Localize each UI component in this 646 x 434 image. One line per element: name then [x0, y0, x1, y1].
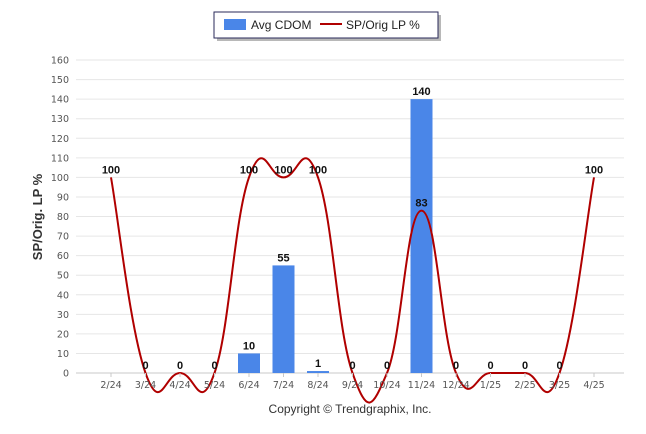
line-value-label: 100: [309, 164, 327, 176]
x-tick-label: 2/24: [100, 380, 121, 391]
y-tick-label: 10: [57, 349, 69, 360]
y-tick-label: 150: [51, 75, 69, 86]
y-tick-label: 70: [57, 232, 69, 243]
x-tick-label: 2/25: [514, 380, 535, 391]
x-tick-label: 1/25: [480, 380, 501, 391]
bar-7/24: [272, 265, 295, 373]
zero-value-label: 0: [487, 360, 493, 372]
bar-value-label: 1: [315, 358, 321, 370]
bar-value-label: 55: [277, 252, 289, 264]
x-tick-label: 10/24: [373, 380, 400, 391]
line-value-label: 100: [102, 164, 120, 176]
zero-value-label: 0: [142, 360, 148, 372]
zero-value-label: 0: [211, 360, 217, 372]
zero-value-label: 0: [384, 360, 390, 372]
legend: Avg CDOM SP/Orig LP %: [213, 11, 441, 41]
y-tick-label: 50: [57, 271, 69, 282]
bar-value-label: 10: [243, 340, 255, 352]
zero-value-label: 0: [522, 360, 528, 372]
legend-label-avg-cdom: Avg CDOM: [251, 18, 311, 32]
legend-swatch-avg-cdom: [224, 19, 246, 30]
y-tick-label: 140: [51, 95, 69, 106]
x-tick-label: 9/24: [342, 380, 363, 391]
bar-8/24: [307, 371, 329, 373]
zero-value-label: 0: [453, 360, 459, 372]
x-tick-label: 11/24: [408, 380, 435, 391]
y-tick-label: 30: [57, 310, 69, 321]
x-tick-label: 5/24: [204, 380, 225, 391]
line-value-label: 100: [585, 164, 603, 176]
line-value-label: 83: [415, 198, 427, 210]
line-value-label: 100: [274, 164, 292, 176]
bar-11/24: [410, 99, 433, 373]
bars-avg-cdom: [238, 99, 433, 373]
x-tick-label: 12/24: [442, 380, 469, 391]
line-path: [110, 157, 595, 404]
bar-6/24: [238, 353, 260, 373]
x-tick-label: 6/24: [238, 380, 259, 391]
y-tick-label: 40: [57, 290, 69, 301]
y-tick-label: 20: [57, 329, 69, 340]
line-value-label: 100: [240, 164, 258, 176]
y-tick-label: 0: [63, 369, 69, 380]
x-tick-label: 3/25: [549, 380, 570, 391]
y-tick-label: 60: [57, 251, 69, 262]
y-tick-label: 90: [57, 192, 69, 203]
bar-value-label: 140: [412, 86, 430, 98]
x-tick-label: 3/24: [135, 380, 156, 391]
y-tick-label: 80: [57, 212, 69, 223]
y-tick-label: 100: [51, 173, 69, 184]
x-tick-label: 4/25: [583, 380, 604, 391]
x-axis-ticks: 2/24 3/24 4/24 5/24 6/24 7/24 8/24 9/24 10/24 11/…: [100, 373, 605, 391]
y-tick-label: 130: [51, 114, 69, 125]
line-sp-orig-lp: [110, 157, 595, 404]
y-tick-label: 120: [51, 134, 69, 145]
y-tick-label: 110: [51, 153, 69, 164]
zero-value-label: 0: [177, 360, 183, 372]
x-tick-label: 7/24: [273, 380, 294, 391]
y-tick-label: 160: [51, 56, 69, 67]
copyright-text: Copyright © Trendgraphix, Inc.: [269, 402, 432, 416]
x-tick-label: 8/24: [307, 380, 328, 391]
zero-value-label: 0: [349, 360, 355, 372]
zero-value-label: 0: [556, 360, 562, 372]
y-axis-ticks: 0 10 20 30 40 50 60 70 80 90 100 110 120 130 140 150 160: [51, 56, 69, 380]
gridlines: [76, 59, 624, 374]
legend-label-sp-orig-lp: SP/Orig LP %: [346, 18, 420, 32]
y-axis-label: SP/Orig. LP %: [30, 173, 45, 260]
x-tick-label: 4/24: [169, 380, 190, 391]
